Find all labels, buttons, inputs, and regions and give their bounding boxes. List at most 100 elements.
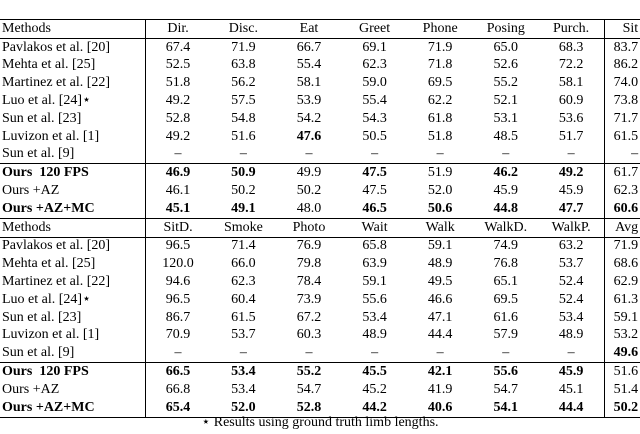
value-cell: 48.5 (493, 128, 519, 144)
value-cell: 67.4 (165, 39, 191, 55)
value-cell: – (145, 344, 211, 364)
value-cell: 49.2 (165, 128, 191, 144)
method-cell: Sun et al. [9] (0, 344, 146, 364)
method-cell: Mehta et al. [25] (0, 56, 146, 75)
value-cell: 66.7 (296, 39, 322, 55)
value-cell: – (407, 145, 473, 165)
value-cell: 52.5 (165, 57, 191, 73)
value-cell: 62.2 (427, 93, 453, 109)
value-cell: 51.6 (603, 362, 640, 381)
value-cell: 45.1 (145, 199, 211, 219)
value-cell: 60.3 (296, 327, 322, 343)
method-cell: Ours +AZ+MC (0, 199, 146, 219)
table-row: Mehta et al. [25] 52.5 63.8 55.4 62.3 71.8 52.… (0, 56, 640, 75)
value-cell: 74.9 (493, 238, 519, 254)
value-cell: 96.5 (165, 291, 191, 307)
table-row: Martinez et al. [22] 94.6 62.3 78.4 59.1 49.5… (0, 273, 640, 291)
value-cell: 59.1 (362, 274, 387, 290)
value-cell: 52.0 (210, 398, 277, 418)
value-cell: 54.8 (231, 110, 256, 126)
results-table: Methods Dir. Disc. Eat Greet Phone Posing Purch… (0, 19, 640, 418)
value-cell: 53.2 (603, 326, 640, 345)
value-cell: 55.4 (362, 93, 387, 109)
value-cell: 58.1 (296, 75, 322, 91)
method-cell: Ours 120 FPS (0, 362, 146, 381)
value-cell: 53.4 (231, 364, 256, 380)
footnote: ⋆ Results using ground truth limb length… (201, 415, 439, 430)
value-cell: 61.5 (231, 309, 256, 325)
value-cell: 54.7 (493, 381, 519, 397)
value-cell: 60.4 (231, 291, 256, 307)
value-cell: 46.5 (341, 199, 408, 219)
method-cell: Ours +AZ+MC (0, 398, 146, 418)
value-cell: 62.3 (603, 182, 640, 200)
value-cell: 55.6 (362, 291, 387, 307)
table-body: Methods Dir. Disc. Eat Greet Phone Posing Purch… (0, 19, 640, 418)
value-cell: 76.8 (493, 256, 519, 272)
header-row: Methods SitD. Smoke Photo Wait Walk WalkD. Walk… (0, 217, 640, 238)
value-cell: 73.9 (296, 291, 322, 307)
value-cell: 61.6 (493, 309, 519, 325)
value-cell: 48.9 (362, 327, 387, 343)
value-cell: 71.7 (603, 109, 640, 128)
value-cell: 53.4 (231, 381, 256, 397)
value-cell: 52.8 (165, 110, 191, 126)
value-cell: 94.6 (165, 274, 191, 290)
value-cell: 60.6 (603, 199, 640, 219)
value-cell: 41.9 (427, 381, 453, 397)
table-row: Luo et al. [24]⋆ 49.2 57.5 53.9 55.4 62.2 52.1… (0, 92, 640, 110)
value-cell: 62.3 (231, 274, 256, 290)
value-cell: 47.1 (427, 309, 453, 325)
method-cell: Sun et al. [23] (0, 308, 146, 327)
value-cell: 56.2 (231, 75, 256, 91)
value-cell: 50.2 (296, 183, 322, 199)
method-cell: Luvizon et al. [1] (0, 127, 146, 146)
value-cell: 66.5 (165, 364, 191, 380)
value-cell: 60.9 (558, 93, 584, 109)
method-cell: Sun et al. [23] (0, 109, 146, 128)
method-cell: Luo et al. [24]⋆ (0, 290, 146, 309)
value-cell: 68.3 (558, 39, 584, 55)
value-cell: – (472, 145, 539, 165)
header-cell: Walk (407, 217, 473, 238)
value-cell: 58.1 (558, 75, 584, 91)
value-cell: 54.2 (296, 110, 322, 126)
value-cell: 54.1 (472, 398, 539, 418)
value-cell: 53.7 (231, 327, 256, 343)
value-cell: – (341, 145, 408, 165)
method-cell: Ours +AZ (0, 380, 146, 399)
value-cell: 71.9 (427, 39, 453, 55)
results-table-wrap: Methods Dir. Disc. Eat Greet Phone Posing Purch… (0, 19, 640, 418)
method-cell: Pavlakos et al. [20] (0, 237, 146, 256)
value-cell: 69.5 (493, 291, 519, 307)
value-cell: 54.7 (296, 381, 322, 397)
method-cell: Ours 120 FPS (0, 163, 146, 183)
value-cell: 44.4 (427, 327, 453, 343)
value-cell: 86.7 (165, 309, 191, 325)
value-cell: 55.2 (296, 364, 322, 380)
header-cell: Phone (407, 19, 473, 39)
value-cell: 50.5 (362, 128, 387, 144)
table-row: Ours 120 FPS 46.9 50.9 49.9 47.5 51.9 46.2 49.2… (0, 163, 640, 183)
method-cell: Ours +AZ (0, 182, 146, 200)
value-cell: – (210, 344, 277, 364)
value-cell: 63.9 (362, 256, 387, 272)
value-cell: 69.1 (362, 39, 387, 55)
header-cell: Wait (341, 217, 408, 238)
value-cell: 66.8 (165, 381, 191, 397)
value-cell: – (276, 344, 342, 364)
value-cell: 46.6 (427, 291, 453, 307)
value-cell: 47.7 (538, 199, 605, 219)
value-cell: 51.4 (603, 380, 640, 399)
value-cell: 55.6 (493, 364, 519, 380)
value-cell: 51.6 (231, 128, 256, 144)
table-row: Ours +AZ 66.8 53.4 54.7 45.2 41.9 54.7 45.1 51.4 (0, 380, 640, 399)
table-row: Ours 120 FPS 66.5 53.4 55.2 45.5 42.1 55.6 45.9… (0, 362, 640, 381)
value-cell: 72.2 (558, 57, 584, 73)
method-cell: Mehta et al. [25] (0, 255, 146, 274)
value-cell: 50.9 (231, 165, 256, 181)
value-cell: 65.1 (493, 274, 519, 290)
method-cell: Luo et al. [24]⋆ (0, 92, 146, 110)
value-cell: 45.9 (558, 364, 584, 380)
value-cell: 53.6 (558, 110, 584, 126)
